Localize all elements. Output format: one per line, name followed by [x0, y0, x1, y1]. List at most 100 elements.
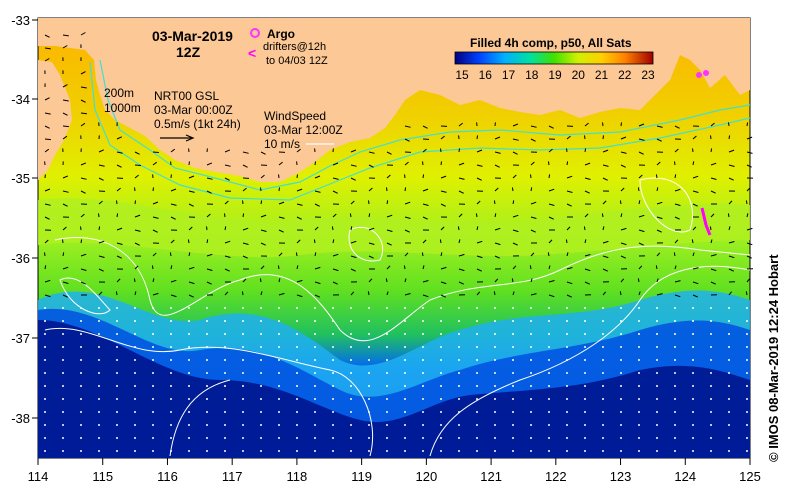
wind-vector	[566, 307, 568, 309]
current-vector	[386, 174, 391, 179]
wind-vector	[710, 398, 712, 400]
contour-200m-label: 200m	[104, 86, 134, 100]
wind-vector	[368, 424, 370, 426]
wind-vector	[98, 450, 100, 452]
wind-vector	[422, 346, 424, 348]
wind-vector	[80, 372, 82, 374]
wind-vector	[494, 398, 496, 400]
wind-vector	[692, 333, 694, 335]
current-vector	[188, 266, 195, 270]
wind-vector	[638, 424, 640, 426]
wind-vector	[566, 320, 568, 322]
wind-vector	[314, 307, 316, 309]
current-vector	[152, 229, 158, 233]
wind-vector	[314, 359, 316, 361]
wind-vector	[134, 359, 136, 361]
current-vector	[602, 149, 609, 153]
wind-vector	[458, 450, 460, 452]
wind-vector	[746, 320, 748, 322]
wind-vector	[458, 320, 460, 322]
wind-vector	[368, 398, 370, 400]
wind-vector	[584, 320, 586, 322]
wind-vector	[692, 320, 694, 322]
current-vector	[530, 252, 535, 257]
wind-vector	[638, 320, 640, 322]
current-scale-line2: 03-Mar 00:00Z	[154, 103, 233, 117]
wind-vector	[602, 424, 604, 426]
current-vector	[62, 84, 68, 88]
wind-vector	[440, 333, 442, 335]
wind-vector	[458, 385, 460, 387]
wind-vector	[206, 411, 208, 413]
current-vector	[350, 255, 357, 259]
current-vector	[98, 226, 101, 231]
current-vector	[710, 122, 715, 127]
x-tick-label: 120	[416, 469, 438, 484]
wind-vector	[422, 320, 424, 322]
current-vector	[314, 190, 321, 193]
x-tick-label: 117	[222, 469, 243, 484]
wind-vector	[350, 372, 352, 374]
wind-vector	[134, 398, 136, 400]
wind-vector	[170, 372, 172, 374]
current-vector	[80, 162, 87, 166]
wind-vector	[566, 359, 568, 361]
current-vector	[98, 177, 104, 181]
current-vector	[746, 122, 749, 127]
wind-vector	[80, 333, 82, 335]
current-vector	[548, 188, 555, 192]
current-vector	[386, 214, 393, 218]
wind-vector	[476, 346, 478, 348]
current-vector	[566, 190, 573, 193]
wind-vector	[206, 307, 208, 309]
wind-vector	[296, 320, 298, 322]
wind-vector	[494, 372, 496, 374]
argo-legend: Argo < drifters@12h to 04/03 12Z	[248, 27, 328, 67]
current-vector	[44, 47, 51, 50]
y-tick-label: -35	[11, 171, 30, 186]
current-vector	[512, 200, 515, 205]
current-vector	[692, 148, 694, 153]
current-vector	[188, 226, 193, 231]
current-vector	[674, 280, 681, 283]
current-vector	[278, 292, 285, 296]
current-vector	[80, 281, 86, 285]
current-vector	[296, 294, 303, 298]
wind-vector	[170, 333, 172, 335]
current-vector	[62, 281, 69, 284]
wind-vector	[188, 424, 190, 426]
current-vector	[440, 161, 442, 166]
current-vector	[674, 216, 680, 220]
wind-vector	[530, 424, 532, 426]
current-vector	[385, 278, 388, 283]
current-vector	[386, 291, 389, 296]
wind-vector	[350, 398, 352, 400]
wind-vector	[314, 398, 316, 400]
wind-vector	[368, 372, 370, 374]
wind-vector	[494, 359, 496, 361]
current-vector	[602, 122, 604, 127]
current-vector	[422, 265, 425, 270]
current-vector	[152, 292, 159, 296]
current-vector	[62, 190, 69, 193]
wind-vector	[656, 398, 658, 400]
wind-vector	[242, 398, 244, 400]
current-vector	[187, 239, 190, 244]
current-vector	[386, 242, 392, 246]
current-vector	[728, 177, 734, 181]
map-date: 03-Mar-2019	[152, 28, 233, 44]
wind-vector	[242, 450, 244, 452]
current-vector	[332, 253, 339, 257]
wind-vector	[602, 385, 604, 387]
wind-vector	[530, 359, 532, 361]
wind-vector	[530, 333, 532, 335]
current-vector	[458, 190, 464, 194]
current-vector	[584, 281, 591, 285]
current-vector	[169, 252, 172, 257]
current-vector	[188, 203, 194, 207]
wind-vector	[440, 372, 442, 374]
current-vector	[332, 162, 339, 166]
wind-vector	[656, 359, 658, 361]
wind-vector	[116, 346, 118, 348]
current-vector	[332, 268, 339, 272]
